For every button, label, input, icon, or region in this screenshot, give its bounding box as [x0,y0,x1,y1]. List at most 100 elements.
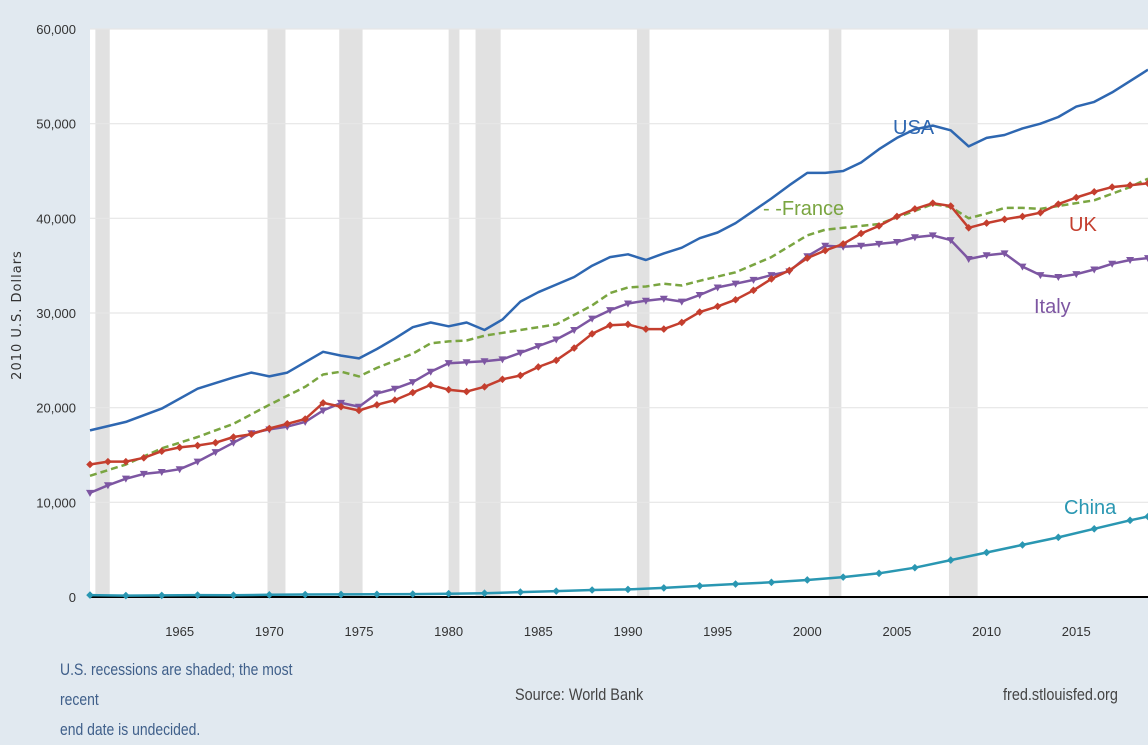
point-uk [839,240,847,248]
y-tick-labels: 0 10,000 20,000 30,000 40,000 50,000 60,000 [36,22,76,605]
point-china [444,589,453,598]
point-italy [1036,272,1045,280]
line-france [89,177,1148,477]
point-uk [677,318,686,327]
point-uk [247,430,256,438]
point-china [911,563,919,572]
point-uk [1000,215,1009,224]
point-china [588,586,596,594]
point-italy [875,240,884,248]
point-uk [624,320,632,329]
point-italy [659,295,668,303]
point-uk [283,419,292,428]
point-uk [157,447,166,456]
point-china [1018,541,1027,549]
x-tick-label: 1985 [524,624,553,639]
point-china [731,580,740,588]
point-uk [139,454,148,462]
point-uk [480,383,489,391]
point-uk [229,433,238,441]
point-italy [319,407,328,415]
point-italy [372,390,381,398]
point-italy [211,449,220,457]
point-uk [785,266,794,275]
point-china [86,591,94,599]
point-uk [1144,179,1148,188]
point-china [1144,512,1148,521]
point-italy [86,489,94,497]
point-italy [408,379,417,387]
site-link[interactable]: fred.stlouisfed.org [1003,685,1118,704]
point-uk [408,388,417,397]
point-italy [910,234,919,242]
point-italy [677,298,686,306]
y-tick-label: 60,000 [36,22,76,37]
point-china [1054,533,1063,542]
point-italy [570,327,579,335]
point-italy [857,242,866,250]
point-italy [1054,274,1063,282]
point-uk [946,202,955,210]
series-france [89,177,1148,477]
point-italy [552,336,561,344]
point-italy [157,469,166,477]
point-china [337,590,345,599]
point-china [516,588,525,596]
point-uk [552,356,561,365]
point-italy [964,256,973,264]
point-china [767,578,776,587]
point-italy [534,343,543,351]
point-uk [301,415,309,423]
x-tick-label: 2005 [882,624,911,639]
point-china [624,585,632,594]
point-italy [1108,260,1117,268]
point-uk [982,219,991,227]
point-uk [1126,181,1134,189]
point-china [695,582,704,590]
point-uk [713,302,722,311]
x-tick-label: 1965 [165,624,194,639]
point-uk [1072,193,1081,202]
point-uk [893,212,901,221]
label-france: - -France [763,198,844,220]
y-tick-label: 30,000 [36,306,76,321]
point-uk [767,275,776,283]
point-italy [103,482,112,490]
point-uk [265,424,274,433]
x-tick-label: 1995 [703,624,732,639]
point-italy [892,239,901,246]
point-uk [857,229,865,238]
point-italy [1018,263,1027,271]
point-uk [1036,208,1045,217]
series-group [86,68,1148,600]
point-uk [175,443,184,452]
point-uk [911,205,919,213]
point-uk [606,321,614,330]
label-usa: USA [893,117,935,139]
point-uk [373,401,381,409]
point-china [660,584,668,592]
point-china [839,573,847,581]
point-china [1090,525,1099,533]
point-china [301,590,309,599]
point-uk [660,325,668,333]
point-uk [821,246,830,255]
point-uk [319,399,327,407]
point-italy [175,466,184,474]
point-uk [1018,212,1027,221]
point-italy [229,439,238,447]
point-china [946,556,955,564]
x-tick-label: 1990 [614,624,643,639]
footnote-line-1: U.S. recessions are shaded; the most rec… [60,660,293,709]
source-note: Source: World Bank [515,685,644,704]
y-tick-label: 20,000 [36,401,76,416]
point-china [193,591,202,599]
point-uk [1108,183,1116,191]
point-italy [462,359,471,367]
point-italy [444,360,453,368]
x-tick-label: 2000 [793,624,822,639]
point-italy [193,458,202,466]
point-italy [426,368,435,376]
point-italy [139,470,148,478]
point-china [265,591,274,599]
